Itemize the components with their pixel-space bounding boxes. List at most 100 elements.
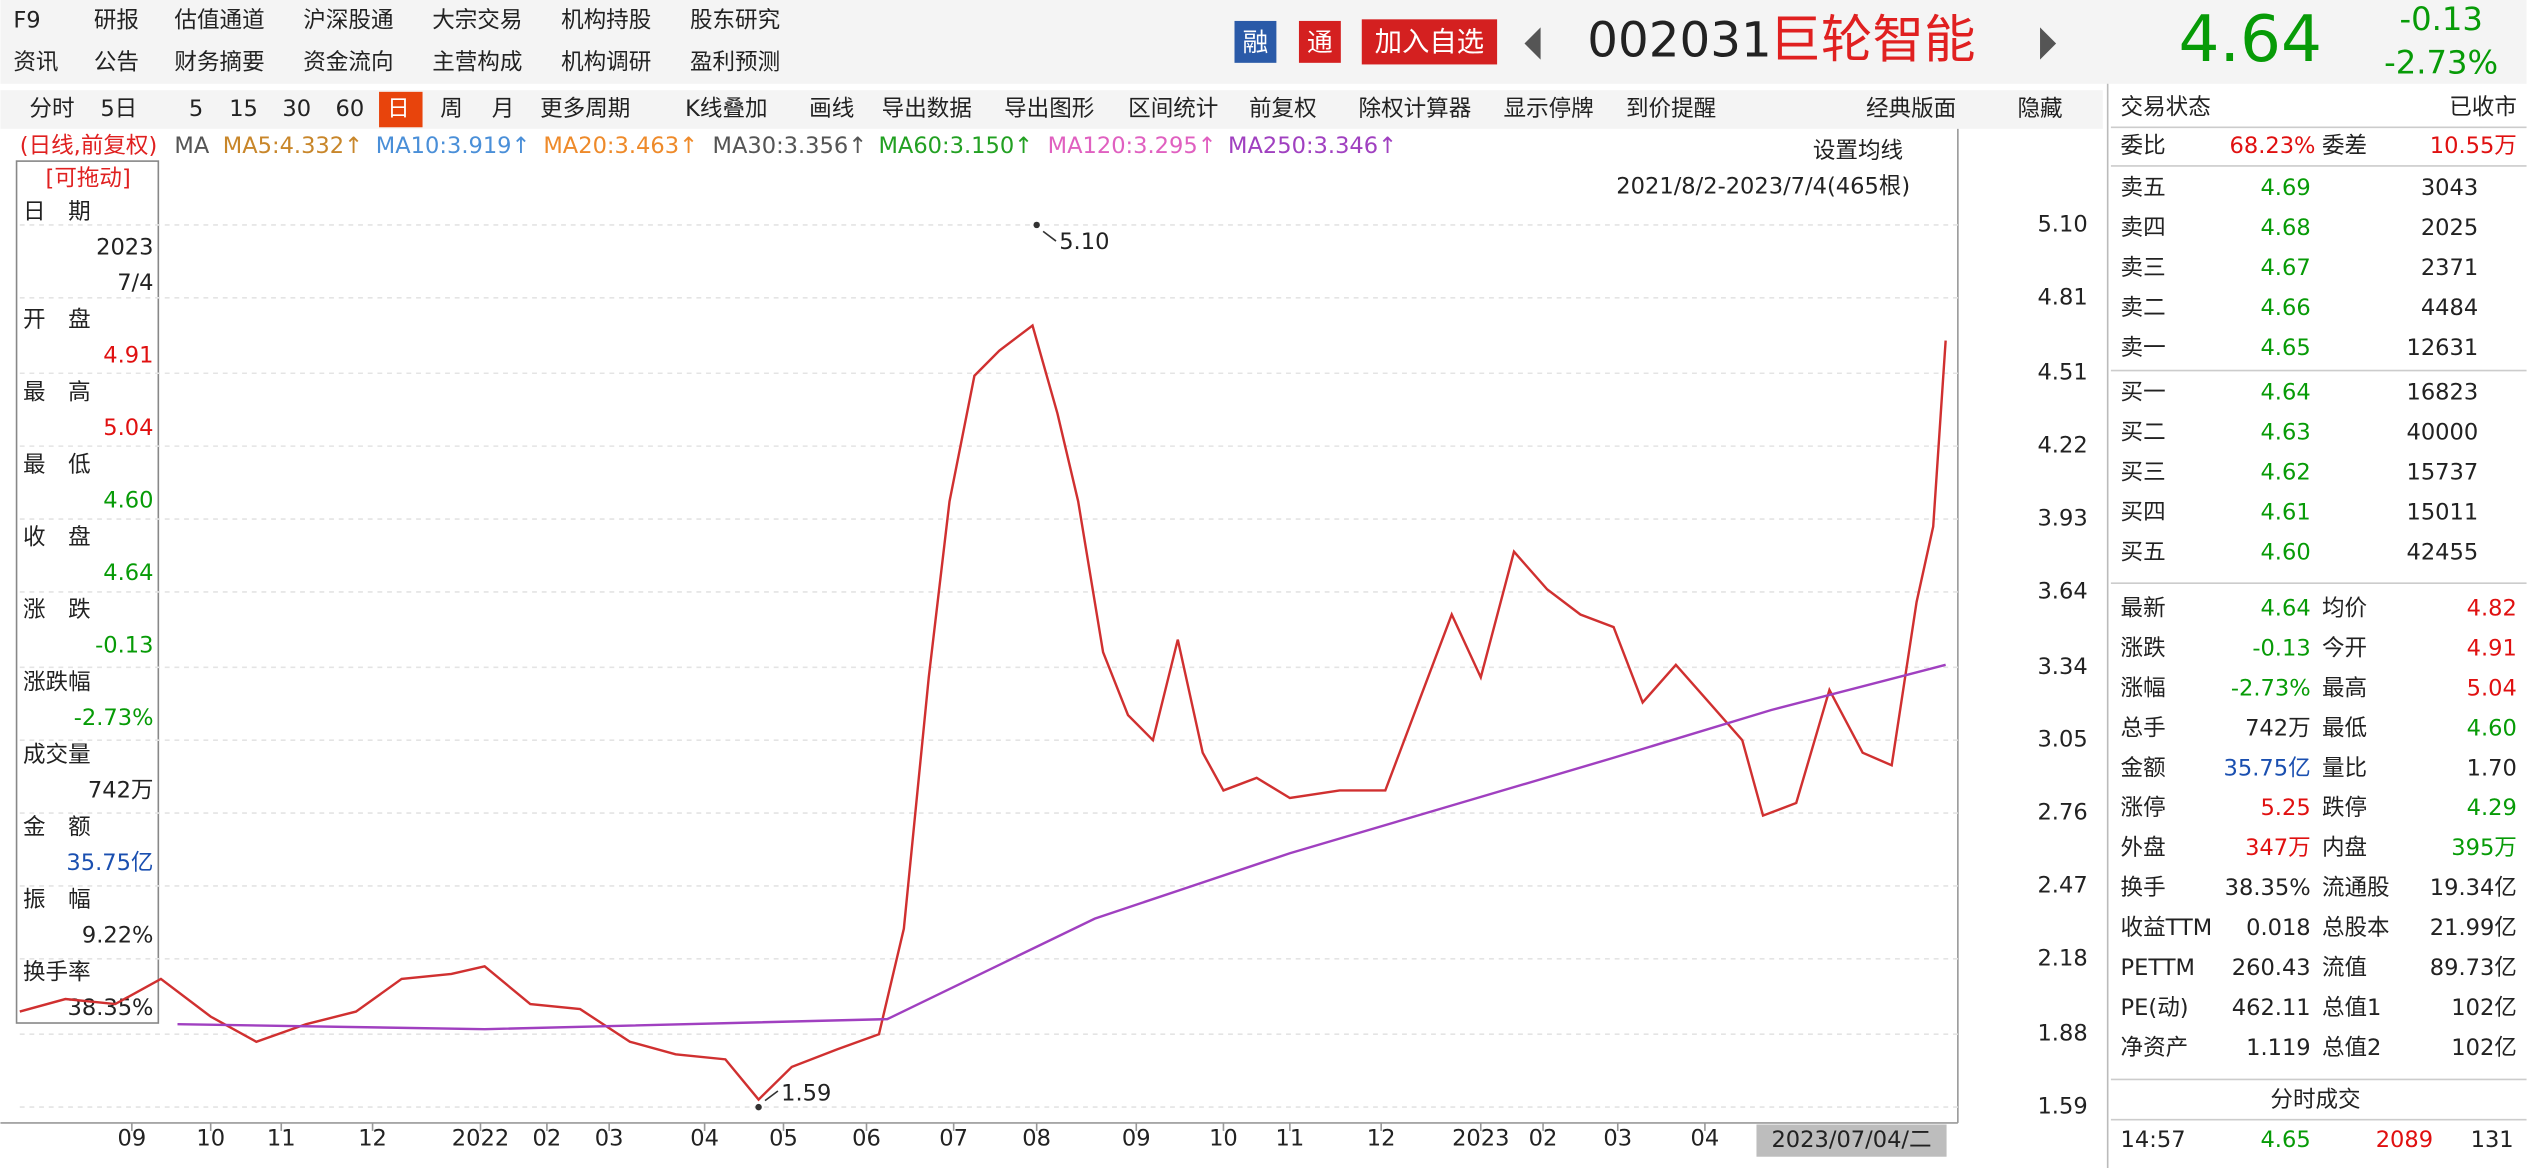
menu-item[interactable]: 盈利预测 — [690, 49, 780, 75]
period-tab[interactable]: 隐藏 — [2017, 96, 2062, 122]
status-label: 交易状态 — [2121, 94, 2211, 120]
menu-item[interactable]: 机构调研 — [561, 49, 651, 75]
period-tab[interactable]: 5 — [189, 96, 203, 122]
book-level: 买一 — [2121, 380, 2166, 406]
period-tab[interactable]: 30 — [282, 96, 311, 122]
period-tab[interactable]: 到价提醒 — [1626, 96, 1716, 122]
period-tab[interactable]: 显示停牌 — [1504, 96, 1594, 122]
menu-item[interactable]: 机构持股 — [561, 7, 651, 33]
menu-item[interactable]: 公告 — [94, 49, 139, 75]
menu-item[interactable]: 股东研究 — [690, 7, 780, 33]
stat-value: 742万 — [2245, 715, 2311, 741]
x-tick-label: 12 — [358, 1126, 387, 1152]
change-pct: -2.73% — [2384, 43, 2498, 81]
stat-label: 金额 — [2121, 755, 2166, 781]
menu-item[interactable]: 财务摘要 — [174, 49, 264, 75]
period-tab[interactable]: K线叠加 — [685, 96, 767, 122]
period-tab[interactable]: 分时 — [29, 96, 74, 122]
book-price: 4.69 — [2260, 175, 2310, 201]
period-tab[interactable]: 区间统计 — [1128, 96, 1218, 122]
info-value: 7/4 — [117, 270, 153, 296]
period-tab[interactable]: 月 — [492, 96, 515, 122]
menu-item[interactable]: 估值通道 — [174, 7, 264, 33]
menu-item[interactable]: 沪深股通 — [303, 7, 393, 33]
x-tick-label: 09 — [1122, 1126, 1151, 1152]
status: 已收市 — [2449, 94, 2517, 120]
menu-item[interactable]: 资金流向 — [303, 49, 393, 75]
price-line — [177, 663, 1946, 1031]
y-tick-label: 4.22 — [2037, 433, 2087, 459]
info-value: 5.04 — [103, 415, 153, 441]
book-value: 68.23% — [2230, 133, 2316, 159]
period-tab[interactable]: 5日 — [100, 96, 137, 122]
stat-value: 1.70 — [2467, 755, 2517, 781]
stat-label: 净资产 — [2121, 1035, 2189, 1061]
book-volume: 3043 — [2421, 175, 2478, 201]
change: -0.13 — [2399, 0, 2482, 38]
range-label: 2021/8/2-2023/7/4(465根) — [1616, 173, 1910, 199]
active-tab — [379, 91, 423, 128]
annotation-arrow — [1042, 230, 1057, 242]
book-price: 4.67 — [2260, 255, 2310, 281]
period-tab[interactable]: 画线 — [809, 96, 854, 122]
x-tick-label: 12 — [1367, 1126, 1396, 1152]
menu-item[interactable]: 研报 — [94, 7, 139, 33]
y-tick-label: 3.64 — [2037, 578, 2087, 604]
book-level: 卖二 — [2121, 295, 2166, 321]
stat-value: 347万 — [2245, 835, 2311, 861]
stat-label: 总值2 — [2322, 1035, 2381, 1061]
stat-value: 21.99亿 — [2430, 915, 2517, 941]
book-price: 4.63 — [2260, 420, 2310, 446]
book-volume: 16823 — [2406, 380, 2478, 406]
book-price: 4.62 — [2260, 459, 2310, 485]
info-label: 最 低 — [23, 452, 91, 478]
period-tab[interactable]: 更多周期 — [540, 96, 630, 122]
stat-value: 5.25 — [2260, 795, 2310, 821]
tick-time: 14:57 — [2121, 1127, 2186, 1153]
period-tab[interactable]: 除权计算器 — [1359, 96, 1472, 122]
period-tab[interactable]: 15 — [229, 96, 258, 122]
book-price: 4.68 — [2260, 215, 2310, 241]
period-tab[interactable]: 前复权 — [1249, 96, 1317, 122]
add-button-label[interactable]: 加入自选 — [1375, 27, 1485, 58]
menu-item[interactable]: F9 — [13, 7, 40, 33]
menu-item[interactable]: 资讯 — [13, 49, 58, 75]
stat-value: 38.35% — [2225, 875, 2311, 901]
menu-item[interactable]: 主营构成 — [432, 49, 522, 75]
book-level: 买二 — [2121, 420, 2166, 446]
x-tick-label: 07 — [939, 1126, 968, 1152]
set-ma[interactable]: 设置均线 — [1813, 138, 1903, 164]
period-tab[interactable]: 60 — [336, 96, 365, 122]
book-label: 委比 — [2121, 133, 2166, 159]
stat-value: -0.13 — [2252, 635, 2310, 661]
stat-label: 最低 — [2322, 715, 2367, 741]
price-line — [19, 323, 1947, 1102]
stat-label: 涨幅 — [2121, 675, 2166, 701]
book-volume: 42455 — [2406, 539, 2478, 565]
stat-label: 换手 — [2121, 875, 2166, 901]
period-tab[interactable]: 经典版面 — [1866, 96, 1956, 122]
period-tab[interactable]: 导出图形 — [1004, 96, 1094, 122]
chart-area — [0, 128, 2103, 1168]
ticks-title: 分时成交 — [2270, 1087, 2360, 1113]
menu-item[interactable]: 大宗交易 — [432, 7, 522, 33]
book-level: 买三 — [2121, 459, 2166, 485]
stat-value: 4.64 — [2260, 595, 2310, 621]
info-label: 涨 跌 — [23, 597, 91, 623]
period-tab[interactable]: 日 — [387, 96, 410, 122]
stock-name: 巨轮智能 — [1769, 10, 1975, 70]
info-value: 4.60 — [103, 488, 153, 514]
ma-mode: (日线,前复权) — [20, 133, 158, 159]
y-tick-label: 1.88 — [2037, 1021, 2087, 1047]
stat-value: 4.82 — [2467, 595, 2517, 621]
add-button[interactable] — [1361, 19, 1498, 65]
period-tab[interactable]: 导出数据 — [882, 96, 972, 122]
stock-code: 002031 — [1587, 12, 1772, 68]
next-arrow[interactable] — [2040, 27, 2057, 60]
book-volume: 4484 — [2421, 295, 2478, 321]
stat-value: 102亿 — [2451, 1035, 2517, 1061]
period-tab[interactable]: 周 — [440, 96, 463, 122]
stat-label: 流通股 — [2322, 875, 2390, 901]
book-level: 买四 — [2121, 499, 2166, 525]
prev-arrow[interactable] — [1524, 27, 1541, 60]
